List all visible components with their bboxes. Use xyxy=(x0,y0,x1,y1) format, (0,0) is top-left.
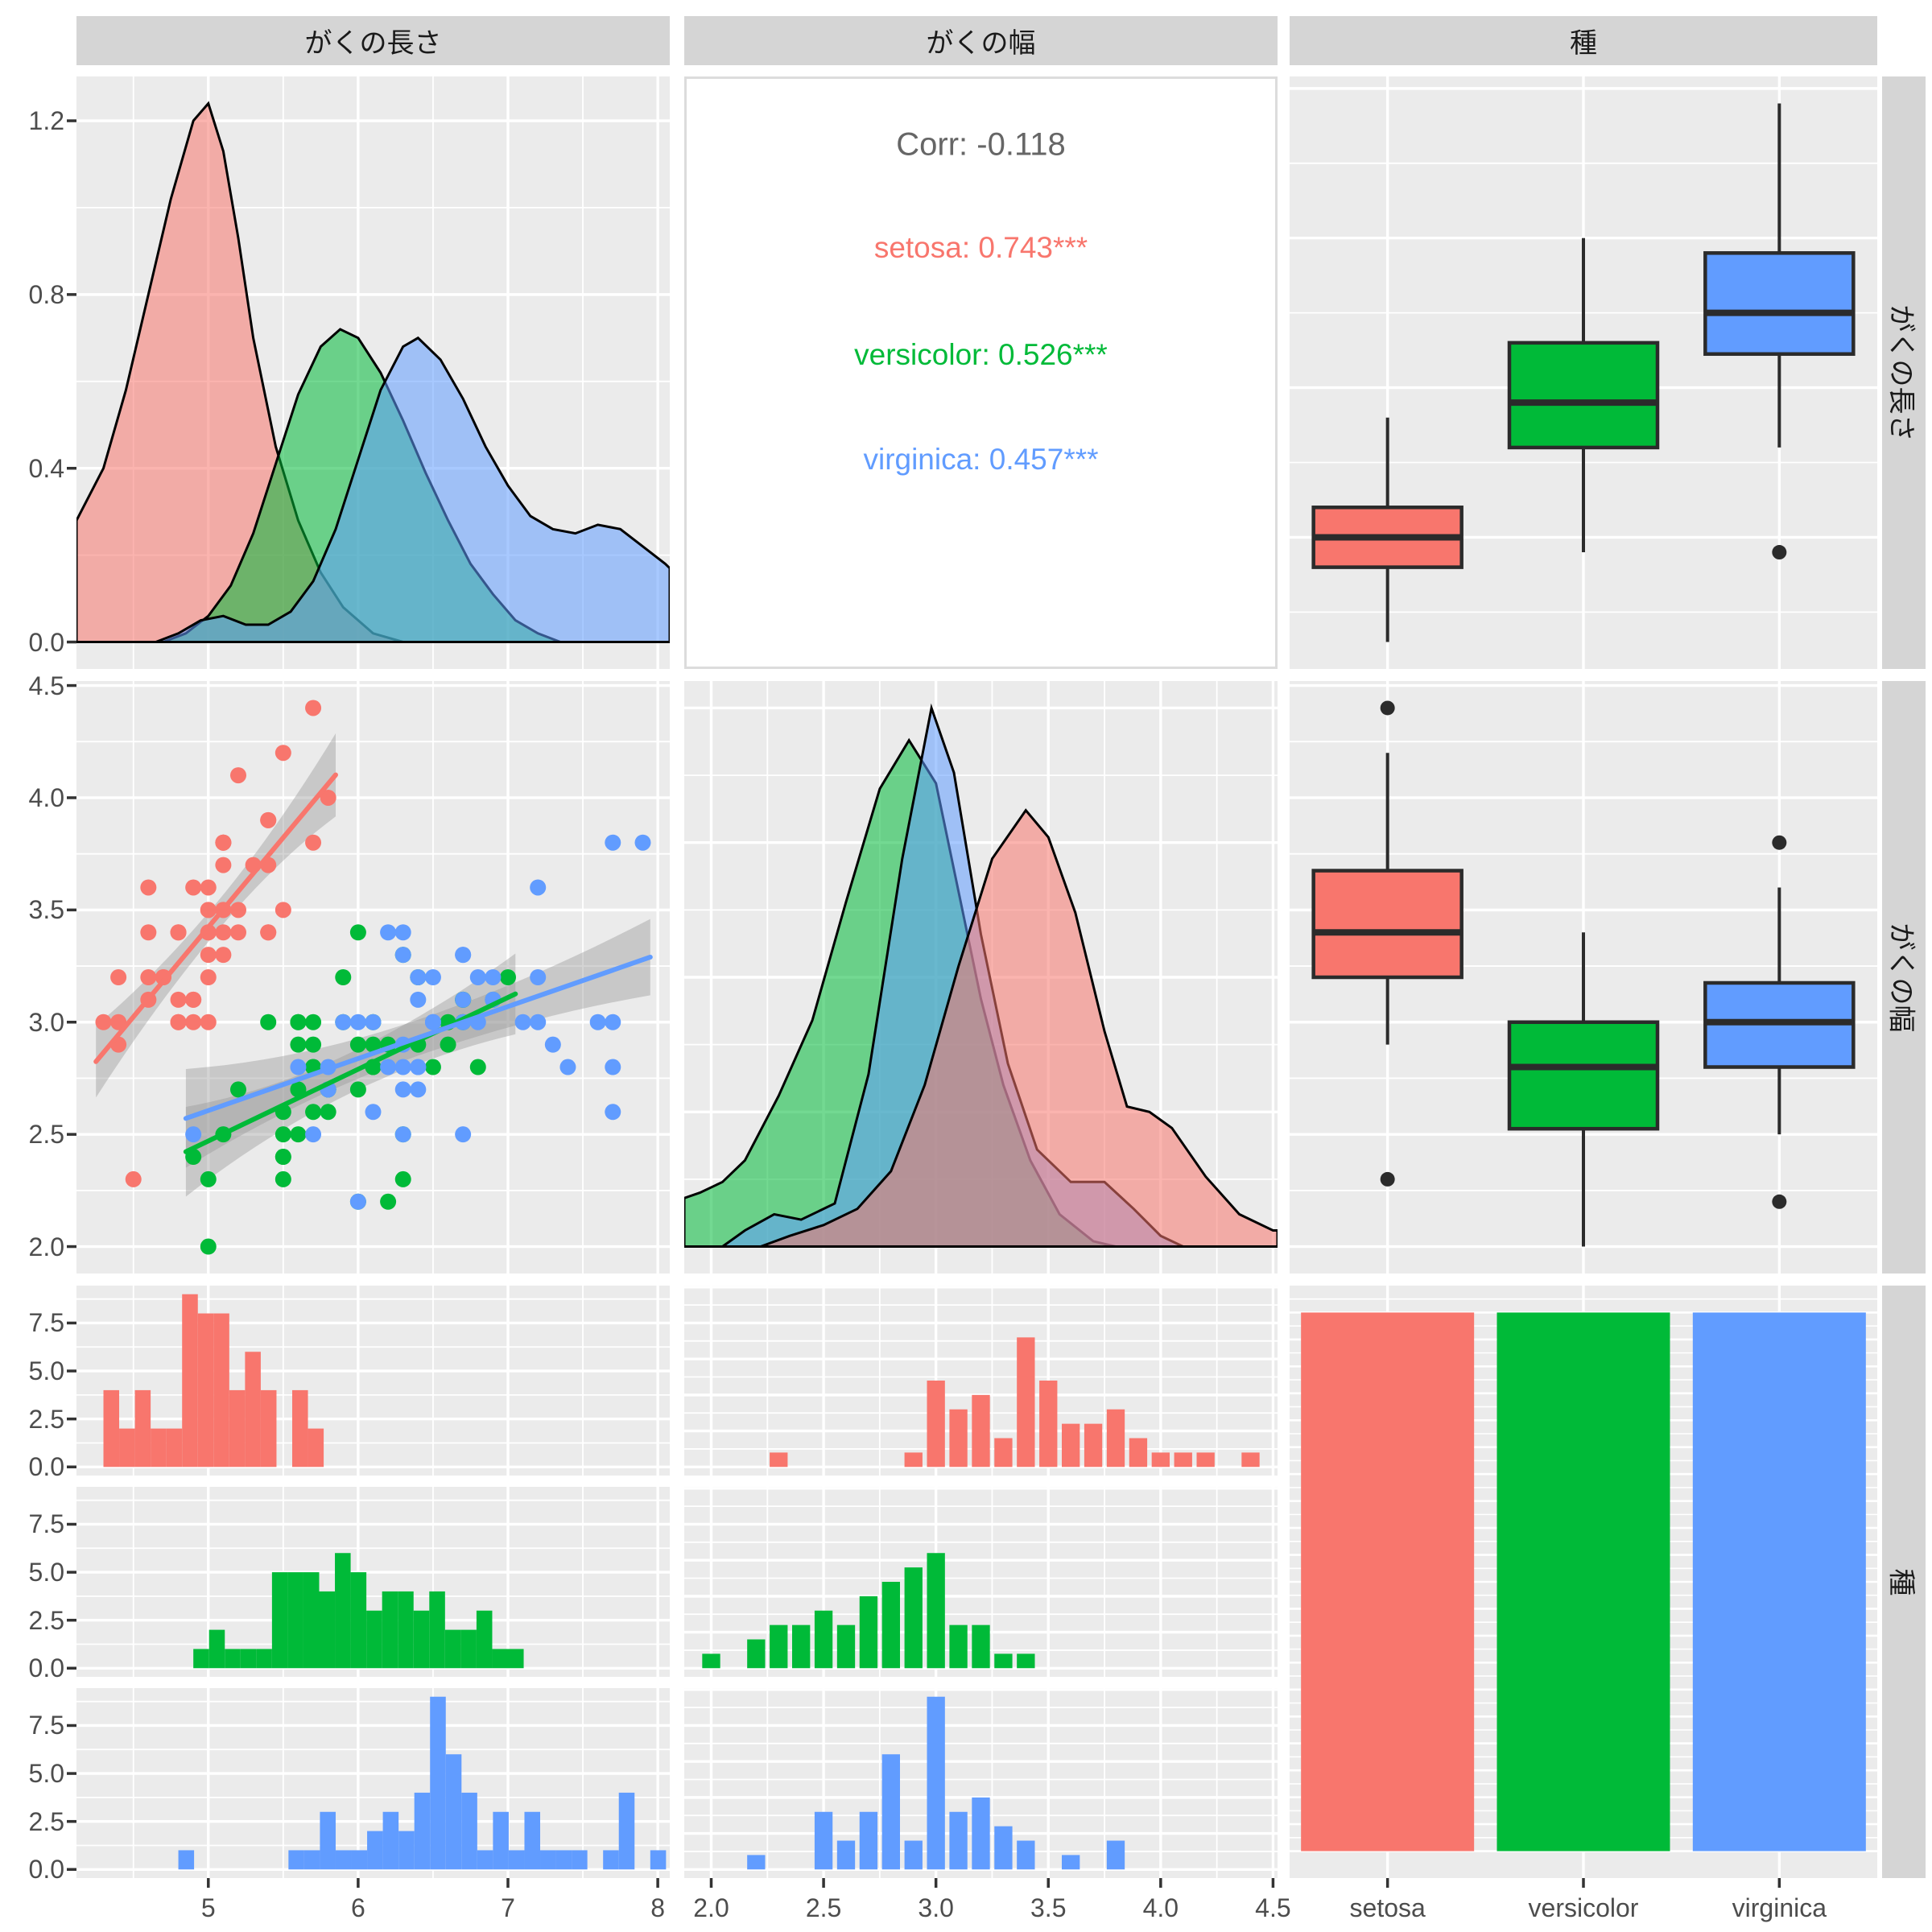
hist-facet-setosa xyxy=(76,1286,670,1476)
row-strip-sepal-width: がくの幅 xyxy=(1882,681,1926,1274)
tick-label: 7.5 xyxy=(28,1509,64,1539)
tick-label: versicolor xyxy=(1528,1893,1639,1922)
row-strip-label: 種 xyxy=(1885,1568,1917,1596)
tick-label: 4.0 xyxy=(28,782,64,812)
tick-label: 3.5 xyxy=(1030,1893,1067,1922)
tick-label: 1.2 xyxy=(28,106,64,136)
correlation-virginica: virginica: 0.457*** xyxy=(863,443,1099,476)
tick-label: 5.0 xyxy=(28,1558,64,1587)
tick-label: 5.0 xyxy=(28,1759,64,1789)
tick-label: 3.0 xyxy=(28,1007,64,1037)
correlation-setosa: setosa: 0.743*** xyxy=(873,231,1088,264)
tick-label: 2.5 xyxy=(805,1893,842,1922)
correlation-versicolor: versicolor: 0.526*** xyxy=(854,338,1108,371)
row-strip-label: がくの長さ xyxy=(1885,304,1917,441)
tick-label: 7.5 xyxy=(28,1711,64,1740)
hist-facet-setosa xyxy=(684,1286,1278,1476)
panel-density-sepal-length xyxy=(76,76,670,669)
tick-label: 5 xyxy=(200,1893,216,1922)
tick-label: setosa xyxy=(1349,1893,1426,1922)
tick-label: 4.5 xyxy=(1255,1893,1291,1922)
panel-scatter-sepal xyxy=(76,681,670,1274)
tick-label: 0.0 xyxy=(28,627,64,657)
tick-label: 0.4 xyxy=(28,453,64,483)
tick-label: 0.0 xyxy=(28,1855,64,1885)
column-strip-sepal-length: がくの長さ xyxy=(76,16,670,65)
column-strip-species: 種 xyxy=(1290,16,1877,65)
panel-boxplot-sepal-length xyxy=(1290,76,1877,669)
tick-label: 2.5 xyxy=(28,1605,64,1635)
tick-label: 3.5 xyxy=(28,895,64,925)
row-strip-species: 種 xyxy=(1882,1286,1926,1878)
tick-label: 2.0 xyxy=(693,1893,729,1922)
panel-hist-sepal-width xyxy=(684,1286,1278,1878)
panel-correlation: Corr: -0.118 setosa: 0.743*** versicolor… xyxy=(684,76,1278,669)
tick-label: 0.0 xyxy=(28,1653,64,1683)
hist-facet-virginica xyxy=(76,1688,670,1878)
tick-label: 4.0 xyxy=(1142,1893,1179,1922)
row-strip-sepal-length: がくの長さ xyxy=(1882,76,1926,669)
panel-bar-species xyxy=(1290,1286,1877,1878)
tick-label: 6 xyxy=(350,1893,365,1922)
tick-label: virginica xyxy=(1732,1893,1827,1922)
panel-hist-sepal-length xyxy=(76,1286,670,1878)
tick-label: 5.0 xyxy=(28,1356,64,1386)
column-strip-label: がくの幅 xyxy=(926,28,1036,59)
hist-facet-virginica xyxy=(684,1688,1278,1878)
hist-facet-versicolor xyxy=(684,1487,1278,1677)
column-strip-sepal-width: がくの幅 xyxy=(684,16,1278,65)
tick-label: 2.0 xyxy=(28,1232,64,1261)
hist-facet-versicolor xyxy=(76,1487,670,1677)
panel-density-sepal-width xyxy=(684,681,1278,1274)
tick-label: 8 xyxy=(650,1893,665,1922)
tick-label: 2.5 xyxy=(28,1806,64,1836)
tick-label: 3.0 xyxy=(918,1893,954,1922)
tick-label: 2.5 xyxy=(28,1120,64,1150)
tick-label: 7.5 xyxy=(28,1308,64,1338)
row-strip-label: がくの幅 xyxy=(1885,923,1917,1032)
correlation-overall: Corr: -0.118 xyxy=(896,126,1066,163)
column-strip-label: 種 xyxy=(1570,28,1597,59)
panel-boxplot-sepal-width xyxy=(1290,681,1877,1274)
tick-label: 2.5 xyxy=(28,1404,64,1434)
tick-label: 0.0 xyxy=(28,1452,64,1482)
column-strip-label: がくの長さ xyxy=(304,28,442,59)
tick-label: 7 xyxy=(501,1893,515,1922)
tick-label: 0.8 xyxy=(28,279,64,309)
tick-label: 4.5 xyxy=(28,671,64,700)
